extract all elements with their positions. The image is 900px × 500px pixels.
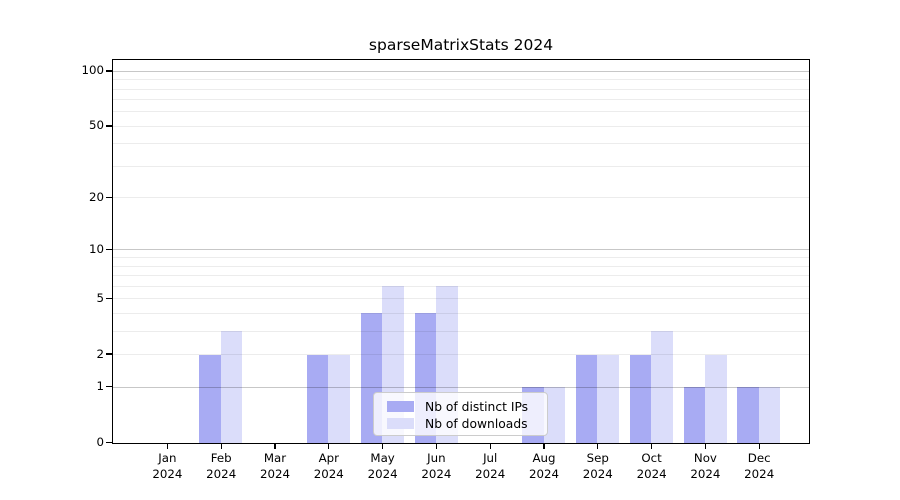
- x-axis-tick: [543, 444, 545, 449]
- x-axis-label-jun: Jun 2024: [421, 451, 452, 481]
- bar-distinct-ips-apr: [306, 354, 329, 443]
- gridline-minor: [113, 88, 809, 90]
- bar-distinct-ips-dec: [737, 387, 759, 443]
- x-axis-tick: [220, 444, 222, 449]
- x-axis-label-aug: Aug 2024: [528, 451, 560, 481]
- legend-swatch-distinct-ips-icon: [387, 401, 414, 412]
- x-axis-label-feb: Feb 2024: [206, 451, 237, 481]
- gridline-minor: [113, 99, 809, 101]
- bar-downloads-dec: [758, 387, 781, 443]
- gridline-minor: [113, 125, 809, 127]
- x-axis-label-apr: Apr 2024: [313, 451, 344, 481]
- y-axis-label: 100: [81, 63, 104, 78]
- y-axis-label: 2: [96, 346, 104, 361]
- x-axis-label-nov: Nov 2024: [690, 451, 721, 481]
- y-axis-tick: [106, 441, 112, 444]
- gridline-minor: [113, 265, 809, 267]
- x-axis-label-oct: Oct 2024: [636, 451, 667, 481]
- y-axis-tick: [106, 125, 112, 127]
- x-axis-tick: [489, 444, 491, 449]
- gridline-minor: [113, 257, 809, 259]
- gridline-minor: [113, 330, 809, 332]
- x-axis-tick: [758, 444, 760, 449]
- bar-distinct-ips-feb: [199, 354, 221, 443]
- bar-downloads-oct: [651, 331, 673, 443]
- x-axis-tick: [274, 444, 276, 449]
- legend-swatch-downloads-icon: [387, 418, 414, 429]
- gridline-minor: [113, 275, 809, 277]
- y-axis-label: 20: [88, 189, 104, 204]
- x-axis-tick: [597, 444, 599, 449]
- x-axis-label-may: May 2024: [367, 451, 398, 481]
- y-axis-label: 10: [88, 241, 104, 256]
- legend-item-downloads: Nb of downloads: [387, 415, 537, 432]
- gridline-minor: [113, 298, 809, 300]
- bar-downloads-apr: [328, 354, 350, 443]
- gridline-minor: [113, 79, 809, 81]
- y-axis-tick: [106, 248, 112, 251]
- x-axis-tick: [704, 444, 707, 449]
- gridline-minor: [113, 354, 809, 356]
- bar-distinct-ips-oct: [629, 354, 652, 443]
- gridline-minor: [113, 165, 809, 167]
- x-axis-label-jul: Jul 2024: [475, 451, 506, 481]
- legend: Nb of distinct IPs Nb of downloads: [373, 392, 548, 436]
- x-axis-tick: [435, 444, 438, 449]
- gridline-major: [113, 386, 809, 388]
- y-axis-tick: [106, 386, 112, 388]
- y-axis-tick: [106, 196, 112, 199]
- bar-downloads-aug: [543, 387, 566, 443]
- x-axis-tick: [166, 444, 169, 449]
- legend-item-distinct-ips: Nb of distinct IPs: [387, 398, 537, 415]
- x-axis-tick: [381, 444, 384, 449]
- x-axis-tick: [650, 444, 653, 449]
- plot-area: Nb of distinct IPs Nb of downloads: [112, 59, 810, 444]
- gridline-minor: [113, 312, 809, 314]
- y-axis-label: 0: [96, 435, 104, 450]
- legend-label-downloads: Nb of downloads: [425, 416, 528, 431]
- y-axis-tick: [106, 353, 112, 355]
- gridline-major: [113, 70, 809, 72]
- x-axis-tick: [328, 444, 330, 449]
- bar-distinct-ips-nov: [683, 387, 705, 443]
- x-axis-label-jan: Jan 2024: [152, 451, 183, 481]
- y-axis-tick: [106, 297, 112, 299]
- chart-title: sparseMatrixStats 2024: [368, 36, 554, 54]
- x-axis-label-dec: Dec 2024: [744, 451, 775, 481]
- bar-downloads-feb: [220, 331, 243, 443]
- y-axis-label: 1: [96, 379, 104, 394]
- y-axis-label: 50: [88, 118, 104, 133]
- x-axis-label-mar: Mar 2024: [259, 451, 291, 481]
- y-axis-label: 5: [96, 290, 104, 305]
- legend-label-distinct-ips: Nb of distinct IPs: [425, 399, 529, 414]
- bar-downloads-sep: [597, 354, 619, 443]
- bar-downloads-nov: [705, 354, 727, 443]
- gridline-minor: [113, 285, 809, 287]
- bar-distinct-ips-sep: [575, 354, 598, 443]
- gridline-minor: [113, 111, 809, 113]
- gridline-minor: [113, 143, 809, 145]
- y-axis-tick: [106, 70, 112, 72]
- gridline-major: [113, 249, 809, 251]
- x-axis-label-sep: Sep 2024: [582, 451, 613, 481]
- gridline-minor: [113, 197, 809, 199]
